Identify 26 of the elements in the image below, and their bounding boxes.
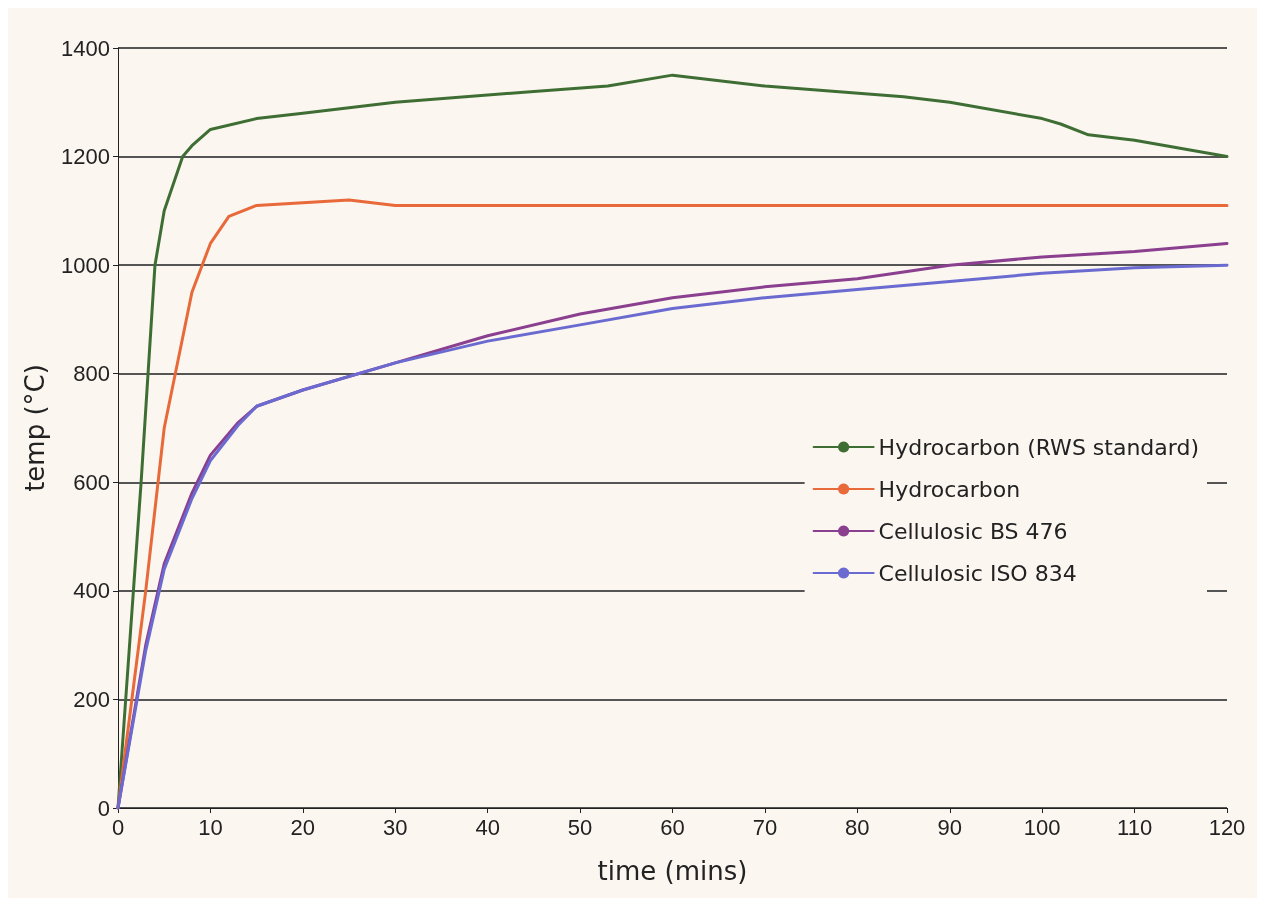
legend-label: Hydrocarbon (RWS standard) [878, 434, 1199, 460]
y-axis-title: temp (°C) [20, 364, 50, 492]
legend-label: Cellulosic BS 476 [878, 518, 1068, 544]
x-tick-label: 120 [1208, 814, 1246, 840]
x-tick-label: 30 [383, 814, 408, 840]
y-tick-label: 1400 [61, 35, 110, 61]
x-tick-label: 20 [290, 814, 316, 840]
x-tick-label: 80 [845, 814, 870, 840]
y-tick-label: 1200 [61, 144, 110, 170]
legend-label: Hydrocarbon [878, 476, 1021, 502]
y-tick-label: 400 [73, 578, 110, 604]
y-tick-label: 0 [97, 795, 110, 821]
x-tick-label: 100 [1023, 814, 1061, 840]
y-tick-label: 600 [73, 469, 110, 495]
y-tick-label: 1000 [61, 252, 110, 278]
x-tick-label: 70 [752, 814, 778, 840]
x-tick-label: 110 [1117, 814, 1153, 840]
x-tick-label: 60 [660, 814, 685, 840]
x-axis-title: time (mins) [597, 856, 748, 886]
y-tick-label: 800 [73, 361, 110, 387]
legend-label: Cellulosic ISO 834 [878, 560, 1077, 586]
x-tick-label: 90 [937, 814, 962, 840]
x-tick-label: 50 [567, 814, 593, 840]
y-tick-label: 200 [73, 686, 110, 712]
x-tick-label: 40 [475, 814, 500, 840]
x-tick-label: 10 [198, 814, 223, 840]
